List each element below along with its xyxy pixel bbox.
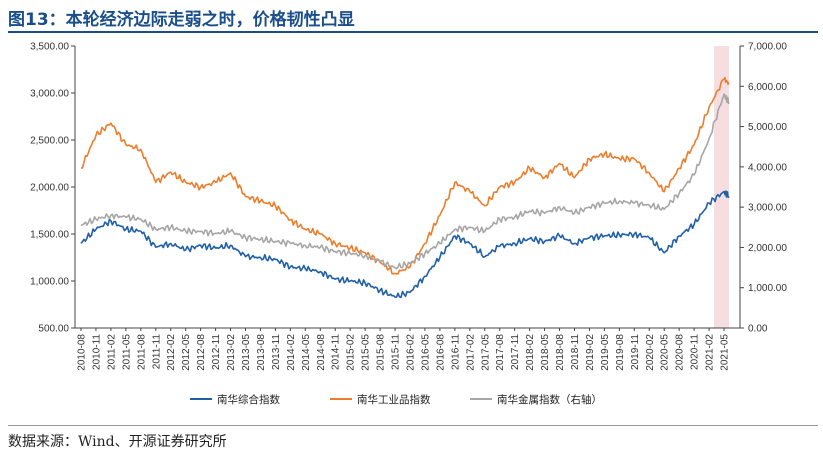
- x-tick-label: 2016-08: [435, 334, 446, 371]
- y-left-tick-label: 3,000.00: [30, 89, 69, 100]
- axes: [74, 46, 741, 329]
- x-tick-label: 2014-11: [331, 334, 342, 370]
- x-axis: 2010-08 2010-11 2011-02 2011-05 2011-08 2011-…: [77, 328, 731, 371]
- y-right-tick-label: 4,000.00: [748, 162, 787, 173]
- x-tick-label: 2017-11: [510, 334, 521, 370]
- x-tick-label: 2019-02: [585, 334, 596, 371]
- series-line-3: [80, 93, 730, 270]
- x-tick-label: 2010-08: [77, 334, 88, 371]
- y-right-tick-label: 5,000.00: [748, 122, 787, 133]
- x-tick-label: 2013-05: [241, 334, 252, 371]
- figure-title: 图13：本轮经济边际走弱之时，价格韧性凸显: [8, 10, 355, 30]
- x-tick-label: 2016-11: [450, 334, 461, 370]
- x-tick-label: 2019-08: [615, 334, 626, 371]
- legend: 南华综合指数 南华工业品指数 南华金属指数（右轴）: [190, 393, 602, 406]
- y-left-tick-label: 1,500.00: [30, 230, 69, 241]
- x-tick-label: 2020-11: [690, 334, 701, 370]
- x-tick-label: 2011-11: [151, 334, 162, 370]
- y-right-tick-label: 6,000.00: [748, 82, 787, 93]
- x-tick-label: 2017-05: [480, 334, 491, 371]
- series-line-2: [80, 76, 730, 275]
- y-right-tick-label: 7,000.00: [748, 42, 787, 53]
- x-tick-label: 2013-08: [256, 334, 267, 371]
- source-divider: [8, 425, 818, 426]
- x-tick-label: 2016-05: [420, 334, 431, 371]
- x-tick-label: 2021-02: [705, 334, 716, 371]
- legend-label: 南华综合指数: [217, 393, 280, 406]
- series-line-1: [80, 190, 730, 299]
- x-tick-label: 2015-11: [391, 334, 402, 370]
- x-tick-label: 2015-02: [346, 334, 357, 371]
- x-tick-label: 2017-08: [495, 334, 506, 371]
- y-right-tick-label: 0.00: [748, 324, 768, 335]
- x-tick-label: 2013-02: [226, 334, 237, 371]
- y-right-tick-label: 3,000.00: [748, 203, 787, 214]
- source-note: 数据来源：Wind、开源证券研究所: [8, 434, 227, 450]
- x-tick-label: 2020-05: [660, 334, 671, 371]
- x-tick-label: 2011-05: [121, 334, 132, 370]
- x-tick-label: 2014-05: [301, 334, 312, 371]
- title-divider: [8, 31, 818, 33]
- x-tick-label: 2011-08: [136, 334, 147, 370]
- x-tick-label: 2017-02: [465, 334, 476, 371]
- y-left-tick-label: 2,000.00: [30, 183, 69, 194]
- x-tick-label: 2018-05: [540, 334, 551, 371]
- x-tick-label: 2014-08: [316, 334, 327, 371]
- y-left-tick-label: 1,000.00: [30, 277, 69, 288]
- y-axis-left: 500.00 1,000.00 1,500.00 2,000.00 2,500.00 3,…: [30, 42, 75, 335]
- x-tick-label: 2018-11: [570, 334, 581, 370]
- x-tick-label: 2018-02: [525, 334, 536, 371]
- y-left-tick-label: 3,500.00: [30, 42, 69, 53]
- y-right-tick-label: 2,000.00: [748, 243, 787, 254]
- x-tick-label: 2015-08: [376, 334, 387, 371]
- x-tick-label: 2012-02: [166, 334, 177, 371]
- x-tick-label: 2020-08: [675, 334, 686, 371]
- x-tick-label: 2019-05: [600, 334, 611, 371]
- x-tick-label: 2013-11: [271, 334, 282, 370]
- line-chart: 500.00 1,000.00 1,500.00 2,000.00 2,500.00 3,…: [30, 42, 787, 407]
- x-tick-label: 2019-11: [630, 334, 641, 370]
- x-tick-label: 2020-02: [645, 334, 656, 371]
- x-tick-label: 2012-11: [211, 334, 222, 370]
- x-tick-label: 2021-05: [720, 334, 731, 371]
- y-axis-right: 0.00 1,000.00 2,000.00 3,000.00 4,000.00 5,00…: [740, 42, 787, 335]
- y-left-tick-label: 2,500.00: [30, 136, 69, 147]
- highlight-band: [714, 46, 730, 328]
- series-lines: [80, 76, 730, 299]
- y-right-tick-label: 1,000.00: [748, 283, 787, 294]
- x-tick-label: 2016-02: [405, 334, 416, 371]
- x-tick-label: 2014-02: [286, 334, 297, 371]
- x-tick-label: 2012-08: [196, 334, 207, 371]
- legend-label: 南华工业品指数: [357, 393, 431, 406]
- y-left-tick-label: 500.00: [38, 324, 69, 335]
- x-tick-label: 2018-08: [555, 334, 566, 371]
- x-tick-label: 2011-02: [106, 334, 117, 370]
- x-tick-label: 2015-05: [361, 334, 372, 371]
- x-tick-label: 2010-11: [91, 334, 102, 370]
- legend-label: 南华金属指数（右轴）: [497, 393, 602, 406]
- x-tick-label: 2012-05: [181, 334, 192, 371]
